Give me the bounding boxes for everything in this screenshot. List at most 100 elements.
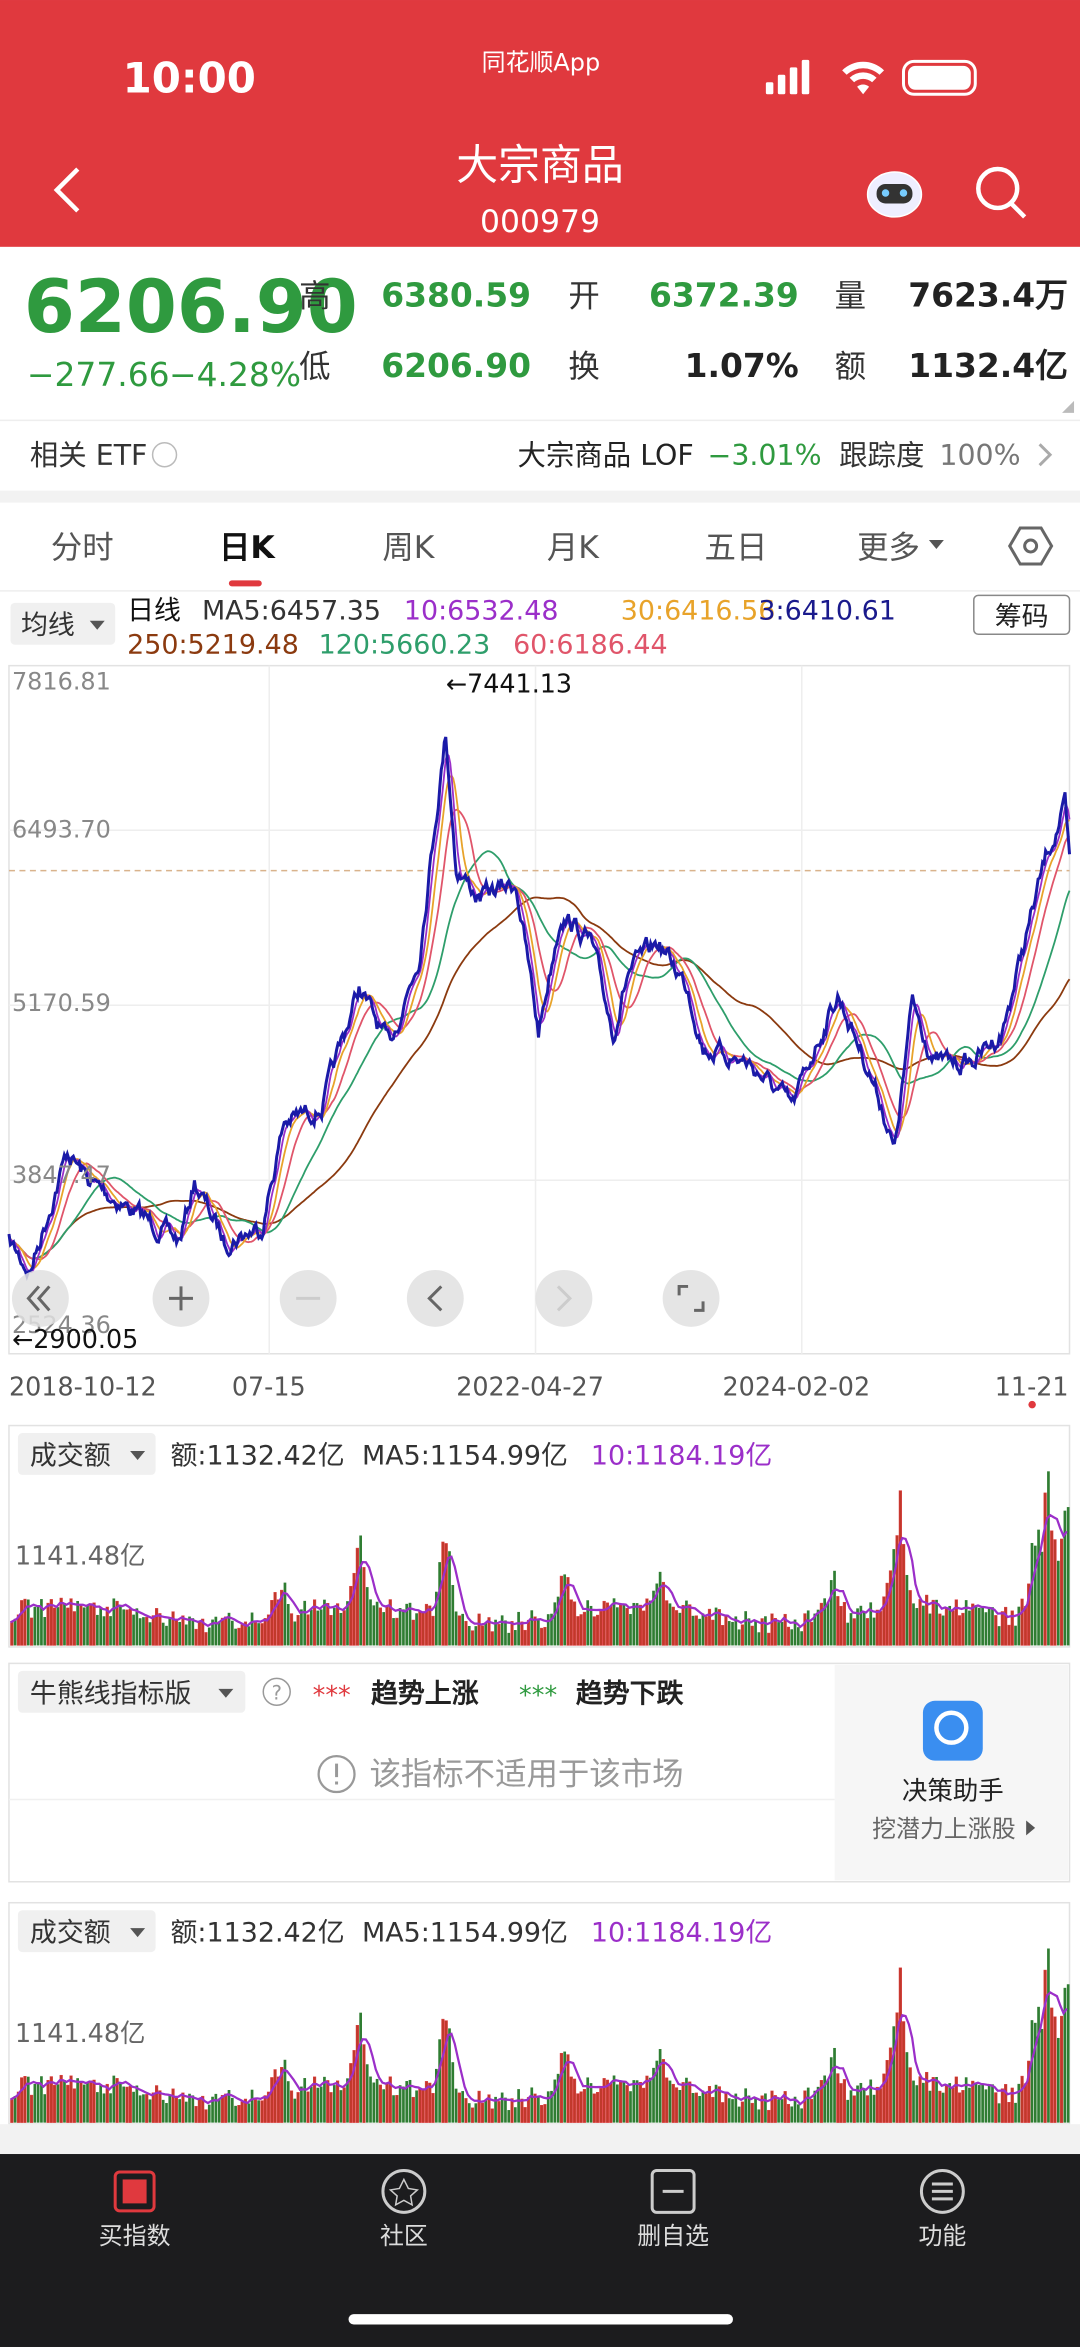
volume-selector[interactable] — [17, 1433, 156, 1475]
volume-bar — [586, 1600, 590, 1646]
control-button[interactable] — [406, 1269, 464, 1327]
volume-bar — [912, 1603, 915, 1646]
volume-bar — [902, 2021, 906, 2123]
volume-bar — [484, 1623, 488, 1646]
volume-bar — [188, 1616, 191, 1646]
volume-bar — [1000, 2088, 1004, 2123]
volume-bar — [273, 2069, 277, 2123]
volume-bar — [895, 1535, 899, 1646]
volume-bar — [369, 2076, 372, 2123]
volume-bar — [928, 2090, 932, 2123]
volume-bar — [625, 1607, 629, 1646]
volume-bar — [869, 2079, 873, 2123]
volume-bar — [605, 2079, 610, 2123]
volume-selector[interactable] — [17, 1910, 156, 1953]
volume-bar — [250, 1612, 254, 1646]
volume-bar — [1007, 2102, 1011, 2123]
volume-bar — [270, 2077, 274, 2123]
app-name: 同花顺App — [482, 48, 601, 76]
x-label: 07-15 — [232, 1372, 306, 1402]
volume-bar — [349, 1585, 353, 1646]
tab[interactable]: 分时 — [51, 530, 114, 566]
volume-bar — [599, 2088, 603, 2123]
volume-bar — [194, 2106, 198, 2123]
ma-selector[interactable] — [10, 602, 116, 645]
tab[interactable]: 更多 — [857, 530, 920, 566]
volume-bar — [823, 2075, 827, 2123]
volume-bar — [487, 2094, 491, 2123]
robot-button[interactable] — [866, 171, 923, 218]
volume-bar — [760, 2095, 764, 2123]
volume-bar — [135, 1608, 139, 1646]
etf-row[interactable]: 相关 ETF 大宗商品 LOF −3.01% 跟踪度 100% — [30, 439, 1053, 472]
volume-bar — [793, 2096, 797, 2123]
volume-bar — [16, 2091, 20, 2123]
volume-bar — [240, 1624, 244, 1646]
volume-bar — [665, 2077, 669, 2123]
volume-bar — [165, 2103, 168, 2123]
volume-bar — [622, 1604, 626, 1646]
ma-value: 250:5219.48 — [127, 630, 299, 661]
nav-item[interactable]: 删自选 — [637, 2168, 709, 2250]
volume-bar — [563, 1574, 567, 1646]
chips-button[interactable] — [973, 594, 1071, 635]
volume-bar — [922, 1605, 925, 1646]
volume-bar — [1066, 1984, 1070, 2123]
nav-item[interactable]: 社区 — [380, 2168, 428, 2250]
settings-button[interactable] — [1007, 526, 1054, 566]
nav-item[interactable]: 买指数 — [99, 2170, 171, 2250]
volume-bar — [964, 1600, 968, 1646]
volume-bar — [23, 1598, 27, 1646]
tab[interactable]: 周K — [382, 530, 435, 566]
volume-bar — [10, 1622, 14, 1646]
back-button[interactable] — [53, 167, 80, 213]
volume-bar — [997, 1626, 1001, 1646]
assistant-card[interactable] — [834, 1664, 1069, 1881]
volume-bar — [632, 2080, 636, 2123]
volume-bar — [1060, 2015, 1064, 2123]
volume-bar — [592, 2093, 596, 2123]
volume-bar — [375, 2078, 379, 2123]
volume-bar — [602, 2078, 606, 2123]
nav-label: 社区 — [380, 2222, 428, 2250]
volume-bar — [174, 1619, 178, 1646]
x-label: 2018-10-12 — [9, 1372, 157, 1402]
search-button[interactable] — [976, 166, 1027, 219]
tab[interactable]: 日K — [219, 530, 276, 566]
volume-bar — [701, 1613, 705, 1646]
volume-bar — [935, 1599, 938, 1646]
volume-bar — [803, 1613, 807, 1646]
volume-bar — [40, 2076, 43, 2123]
volume-bar — [836, 1596, 840, 1646]
nav-item[interactable]: 功能 — [918, 2168, 966, 2250]
low-label: ←2900.05 — [12, 1324, 138, 1354]
volume-bar — [694, 2092, 698, 2123]
tab[interactable]: 五日 — [705, 530, 768, 566]
volume-bar — [892, 1549, 896, 1646]
volume-bar — [698, 2095, 701, 2123]
volume-bar — [879, 1611, 883, 1646]
volume-bar — [40, 1599, 43, 1646]
volume-bar — [497, 2101, 501, 2123]
volume-bar — [484, 2100, 488, 2123]
volume-bar — [816, 1609, 820, 1646]
volume-bar — [500, 2092, 504, 2123]
volume-bar — [711, 1619, 715, 1646]
x-label: 11-21 — [995, 1372, 1069, 1402]
volume-bar — [171, 2088, 175, 2123]
volume-bar — [642, 2087, 646, 2123]
bull-bear-selector[interactable] — [17, 1670, 246, 1713]
volume-bar — [237, 2105, 241, 2123]
volume-bar — [869, 1602, 873, 1646]
volume-bar — [448, 2028, 451, 2123]
volume-bar — [918, 2076, 922, 2123]
volume-bar — [744, 2088, 748, 2123]
volume-bar — [33, 1606, 37, 1646]
volume-bar — [29, 2094, 34, 2123]
tab[interactable]: 月K — [547, 530, 600, 566]
control-button[interactable] — [662, 1269, 720, 1327]
volume-bar — [674, 2087, 679, 2123]
volume-bar — [332, 2085, 336, 2123]
control-button[interactable] — [535, 1269, 593, 1327]
notice: 该指标不适用于该市场 — [369, 1757, 683, 1793]
